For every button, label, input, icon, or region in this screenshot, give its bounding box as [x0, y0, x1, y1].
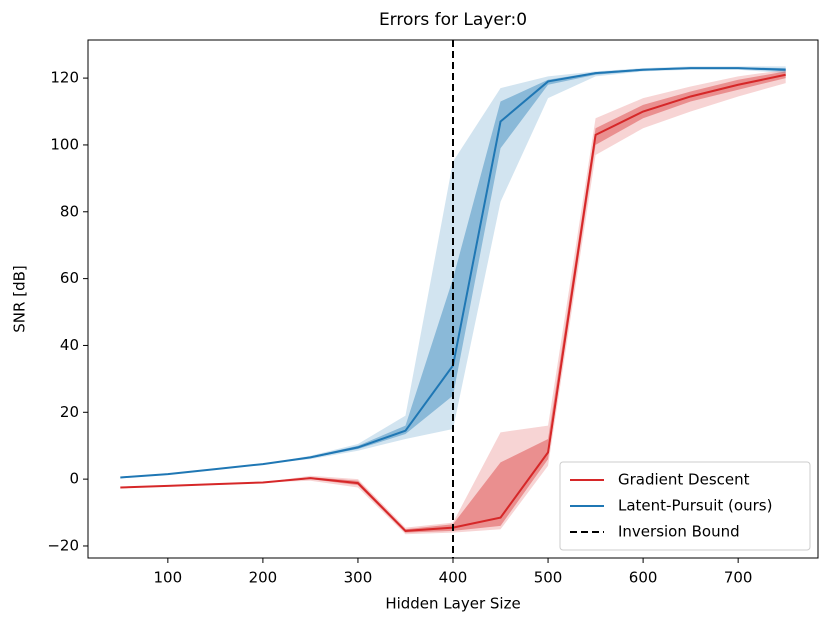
y-tick-label: 80 — [60, 202, 79, 220]
x-tick-label: 500 — [534, 569, 563, 587]
y-tick-label: 100 — [50, 135, 79, 153]
x-axis-label: Hidden Layer Size — [385, 595, 520, 613]
y-tick-label: −20 — [47, 536, 79, 554]
legend-box — [559, 461, 811, 551]
legend-label: Latent-Pursuit (ours) — [618, 497, 772, 515]
y-tick-label: 120 — [50, 69, 79, 87]
y-tick-label: 60 — [60, 269, 79, 287]
x-tick-label: 100 — [154, 569, 183, 587]
legend-label: Gradient Descent — [618, 471, 750, 489]
x-tick-label: 600 — [629, 569, 658, 587]
y-tick-label: 20 — [60, 403, 79, 421]
x-tick-label: 300 — [344, 569, 373, 587]
x-tick-label: 200 — [249, 569, 278, 587]
x-tick-label: 700 — [724, 569, 753, 587]
y-tick-label: 0 — [69, 470, 79, 488]
y-axis-label: SNR [dB] — [11, 265, 29, 332]
chart-title: Errors for Layer:0 — [379, 10, 527, 30]
y-tick-label: 40 — [60, 336, 79, 354]
plot-frame — [87, 39, 819, 559]
legend-label: Inversion Bound — [618, 523, 740, 541]
x-tick-label: 400 — [439, 569, 468, 587]
